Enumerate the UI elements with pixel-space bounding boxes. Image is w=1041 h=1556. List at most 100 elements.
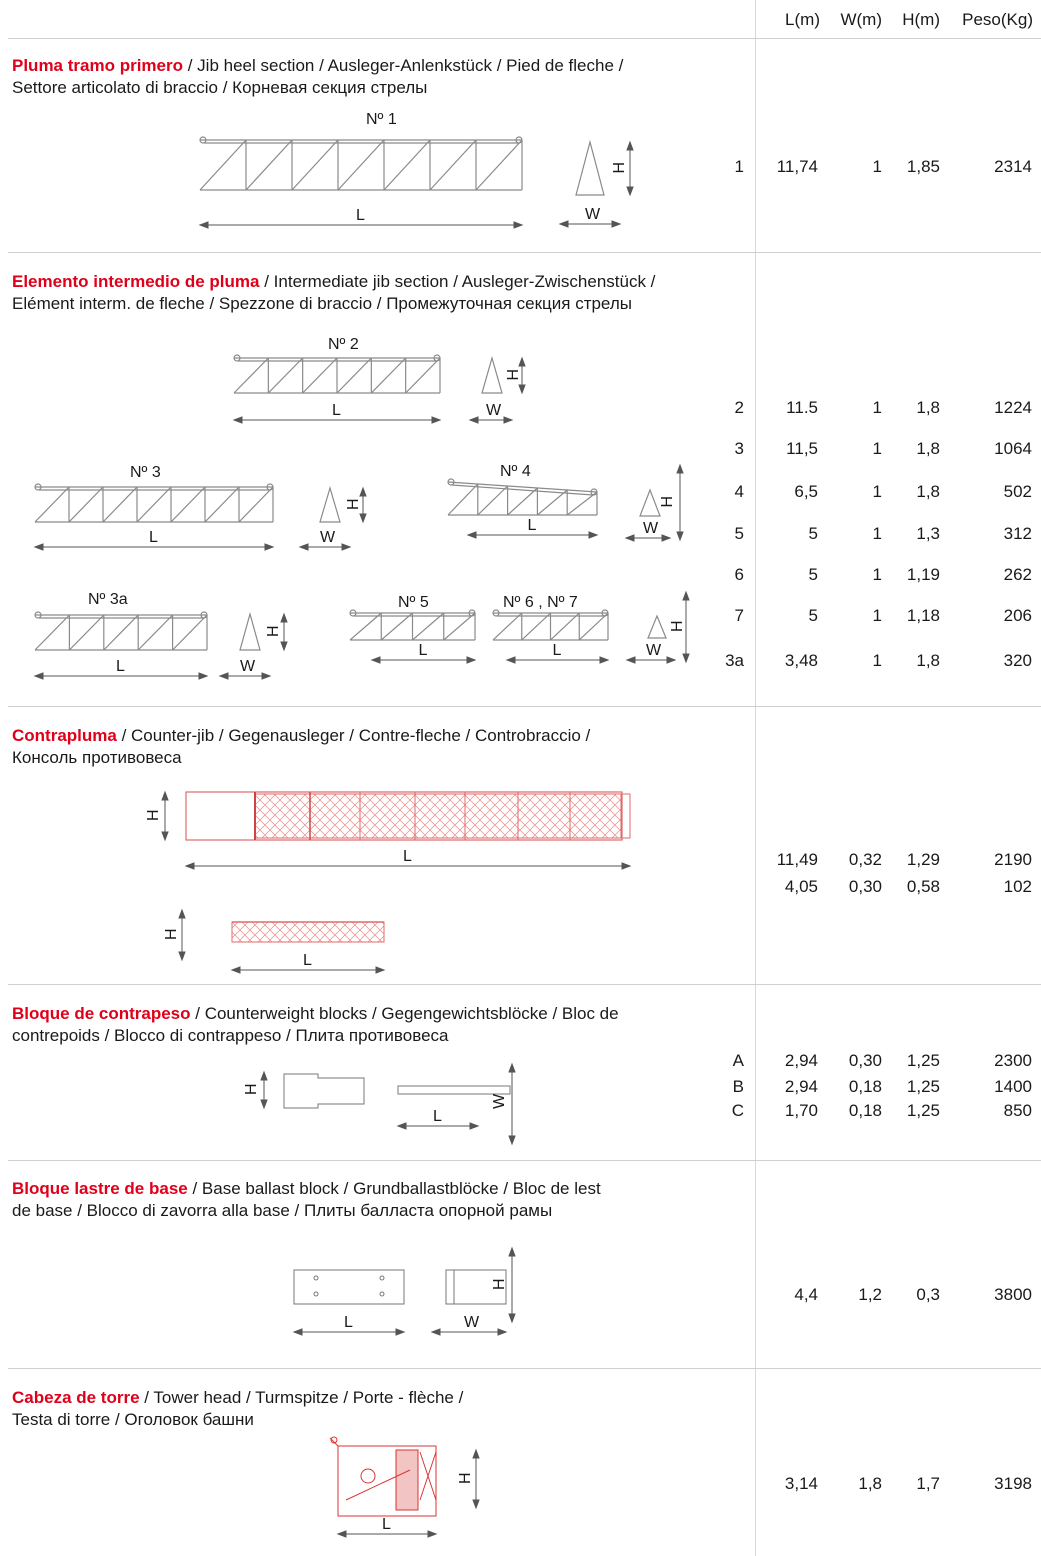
dimension-label-h: H [145,809,162,821]
cell-id: 3a [725,651,744,670]
counterweight-drawing [283,1073,511,1109]
cell-peso: 206 [1003,606,1032,625]
cell-w: 1 [872,482,882,501]
section-title-base-ballast: Bloque lastre de base / Base ballast blo… [12,1179,601,1220]
dimension-label-h: H [243,1083,260,1095]
cell-w: 0,30 [848,1051,882,1070]
cell-peso: 502 [1003,482,1032,501]
cell-peso: 3198 [994,1474,1032,1493]
base-ballast-drawing [293,1269,507,1305]
header-peso: Peso(Kg) [962,10,1033,29]
cell-h: 0,3 [916,1285,940,1304]
cell-peso: 262 [1003,565,1032,584]
cell-h: 1,8 [916,439,940,458]
cell-w: 0,18 [848,1077,882,1096]
cell-l: 2,94 [784,1051,818,1070]
cell-id: 6 [734,565,744,584]
dimension-label-l: L [528,517,537,534]
cell-l: 11,5 [786,439,818,458]
dimension-label-h: H [163,928,180,940]
cell-id: 4 [734,482,744,501]
cell-w: 0,18 [848,1101,882,1120]
cell-id: B [732,1077,744,1096]
cell-peso: 1064 [994,439,1032,458]
cell-h: 1,7 [916,1474,940,1493]
cell-l: 11.5 [786,398,818,417]
section-title-jib-heel: Pluma tramo primero / Jib heel section /… [12,56,624,97]
dimension-label-w: W [320,529,336,546]
counter-jib-drawing [185,791,631,943]
cell-w: 1,2 [858,1285,882,1304]
dimension-label-h: H [345,498,362,510]
tower-head-drawing [329,1436,437,1517]
cell-w: 1,8 [858,1474,882,1493]
dimension-label-h: H [491,1278,508,1290]
dimension-label-w: W [585,206,601,223]
drawing-label-no5: Nº 5 [398,594,429,611]
cell-l: 5 [808,524,818,543]
cell-h: 1,8 [916,651,940,670]
drawing-label-no2: Nº 2 [328,336,359,353]
divider [8,38,1041,39]
cell-l: 3,48 [784,651,818,670]
cell-l: 4,4 [794,1285,818,1304]
dimension-label-l: L [419,642,428,659]
truss-no5 [349,609,476,641]
cell-w: 1 [872,398,882,417]
cell-id: A [732,1051,744,1070]
cell-peso: 1400 [994,1077,1032,1096]
cell-l: 11,49 [776,850,818,869]
truss-no3a [34,611,208,651]
cross-section-no2 [481,355,503,394]
dimension-label-l: L [332,402,341,419]
cell-w: 1 [872,606,882,625]
cell-h: 1,25 [906,1077,940,1096]
drawing-label-no3: Nº 3 [130,464,161,481]
cross-section-no4 [639,488,661,517]
cell-peso: 102 [1003,877,1032,896]
section-title-tower-head: Cabeza de torre / Tower head / Turmspitz… [12,1388,464,1429]
cell-w: 1 [872,439,882,458]
divider [8,252,1041,253]
drawing-label-no6-no7: Nº 6 , Nº 7 [503,594,578,611]
drawing-label-no3a: Nº 3a [88,591,128,608]
section-title-counter-jib: Contrapluma / Counter-jib / Gegenauslege… [12,726,591,767]
dimension-label-w: W [646,642,662,659]
cell-peso: 850 [1003,1101,1032,1120]
dimension-label-l: L [382,1516,391,1533]
truss-no4 [447,478,598,516]
cell-l: 1,70 [784,1101,818,1120]
dimension-label-h: H [265,625,282,637]
divider [8,1160,1041,1161]
dimension-label-l: L [553,642,562,659]
cell-l: 2,94 [784,1077,818,1096]
divider [8,706,1041,707]
truss-no3 [34,483,274,523]
cell-l: 4,05 [784,877,818,896]
cross-section-no3a [239,611,261,651]
cross-section-no1 [575,139,605,196]
truss-no1 [199,136,523,191]
cross-section-no6-no7 [647,614,667,639]
dimension-label-l: L [303,952,312,969]
dimension-label-l: L [433,1108,442,1125]
divider [8,1368,1041,1369]
dimension-label-w: W [240,658,256,675]
cell-w: 0,30 [848,877,882,896]
cell-peso: 2300 [994,1051,1032,1070]
section-title-intermediate-jib: Elemento intermedio de pluma / Intermedi… [12,272,656,313]
cell-h: 1,19 [906,565,940,584]
cell-id: 2 [734,398,744,417]
cell-l: 3,14 [784,1474,818,1493]
cell-peso: 320 [1003,651,1032,670]
dimension-label-w: W [464,1314,480,1331]
cell-id: C [731,1101,744,1120]
cell-l: 11,74 [776,157,818,176]
cell-id: 1 [734,157,744,176]
cell-id: 5 [734,524,744,543]
cell-peso: 2190 [994,850,1032,869]
cell-h: 0,58 [906,877,940,896]
cell-w: 1 [872,565,882,584]
cell-l: 5 [808,565,818,584]
dimension-label-h: H [659,496,676,508]
